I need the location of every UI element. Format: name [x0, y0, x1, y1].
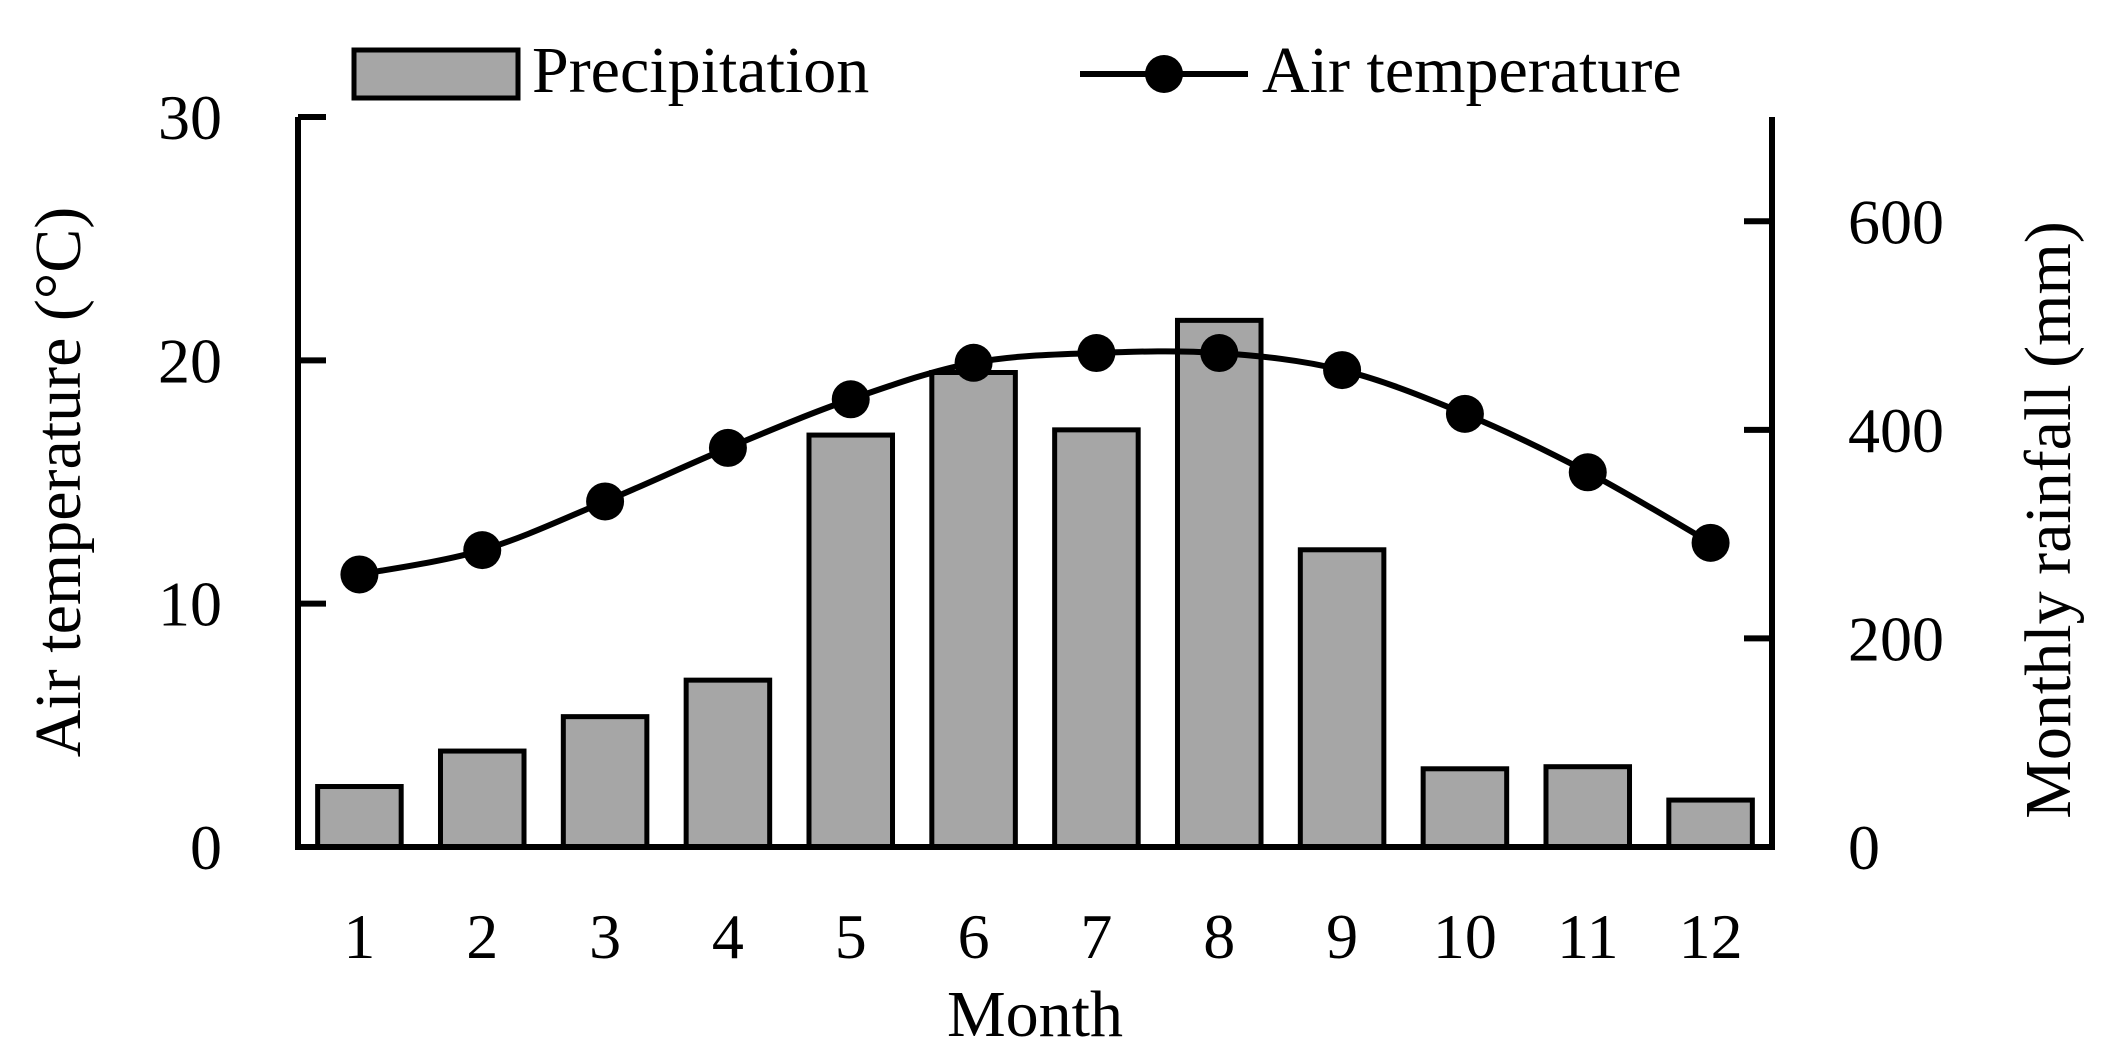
legend-air-temperature-marker — [1145, 55, 1183, 93]
air-temperature-point-4 — [708, 428, 747, 467]
x-tick-labels: 1 2 3 4 5 6 7 8 9 10 11 12 — [343, 901, 1742, 972]
precipitation-bar-1 — [315, 784, 404, 850]
legend-precipitation-swatch — [351, 47, 521, 101]
precipitation-bar-11 — [1543, 764, 1633, 850]
x-tick-label-5: 5 — [835, 901, 867, 972]
right-y-tick-label-0: 0 — [1848, 812, 1880, 883]
x-tick-label-11: 11 — [1557, 901, 1619, 972]
precipitation-bar-6 — [929, 370, 1018, 850]
precipitation-bar-10 — [1420, 766, 1510, 850]
legend-precipitation-label: Precipitation — [532, 34, 869, 107]
air-temperature-point-1 — [340, 555, 379, 594]
x-tick-label-7: 7 — [1080, 901, 1112, 972]
precipitation-bar-8 — [1174, 317, 1264, 850]
precipitation-bar-5 — [806, 432, 896, 850]
right-y-tick-label-400: 400 — [1848, 395, 1944, 466]
air-temperature-point-12 — [1691, 523, 1730, 562]
air-temperature-point-2 — [463, 531, 502, 570]
right-y-tick-label-600: 600 — [1848, 186, 1944, 257]
air-temperature-point-11 — [1568, 453, 1607, 492]
air-temperature-point-7 — [1077, 334, 1116, 373]
x-tick-label-9: 9 — [1326, 901, 1358, 972]
left-y-tick-label-30: 30 — [158, 82, 222, 153]
left-y-tick-label-0: 0 — [190, 812, 222, 883]
right-y-tick-label-200: 200 — [1848, 603, 1944, 674]
right-y-ticks: 0 200 400 600 — [1744, 186, 1944, 883]
precipitation-bar-7 — [1052, 427, 1141, 850]
x-tick-label-6: 6 — [958, 901, 990, 972]
air-temperature-line — [358, 348, 1713, 578]
x-tick-label-10: 10 — [1433, 901, 1497, 972]
precipitation-bar-12 — [1666, 797, 1755, 850]
left-y-tick-label-20: 20 — [158, 325, 222, 396]
x-tick-label-8: 8 — [1203, 901, 1235, 972]
x-tick-label-3: 3 — [589, 901, 621, 972]
legend: Precipitation Air temperature — [351, 34, 1682, 107]
air-temperature-series — [340, 334, 1730, 594]
precipitation-bar-9 — [1297, 547, 1387, 850]
axes — [295, 117, 1775, 850]
x-tick-label-2: 2 — [466, 901, 498, 972]
air-temperature-point-6 — [954, 343, 993, 382]
left-y-axis-title: Air temperature (°C) — [22, 207, 95, 758]
left-y-ticks: 0 10 20 30 — [158, 82, 326, 883]
air-temperature-point-8 — [1200, 334, 1239, 373]
x-tick-label-12: 12 — [1679, 901, 1743, 972]
precipitation-bars — [315, 317, 1755, 850]
air-temperature-point-5 — [831, 380, 870, 419]
legend-air-temperature-label: Air temperature — [1262, 34, 1682, 107]
precipitation-bar-2 — [437, 748, 527, 850]
precipitation-bar-3 — [560, 714, 650, 850]
x-tick-label-4: 4 — [712, 901, 744, 972]
air-temperature-point-10 — [1445, 394, 1484, 433]
x-axis-title: Month — [947, 978, 1123, 1051]
x-tick-label-1: 1 — [343, 901, 375, 972]
right-y-axis-title: Monthly rainfall (mm) — [2012, 221, 2085, 819]
air-temperature-point-3 — [586, 482, 625, 521]
left-y-tick-label-10: 10 — [158, 569, 222, 640]
air-temperature-point-9 — [1323, 351, 1362, 390]
precipitation-bar-4 — [683, 677, 773, 850]
